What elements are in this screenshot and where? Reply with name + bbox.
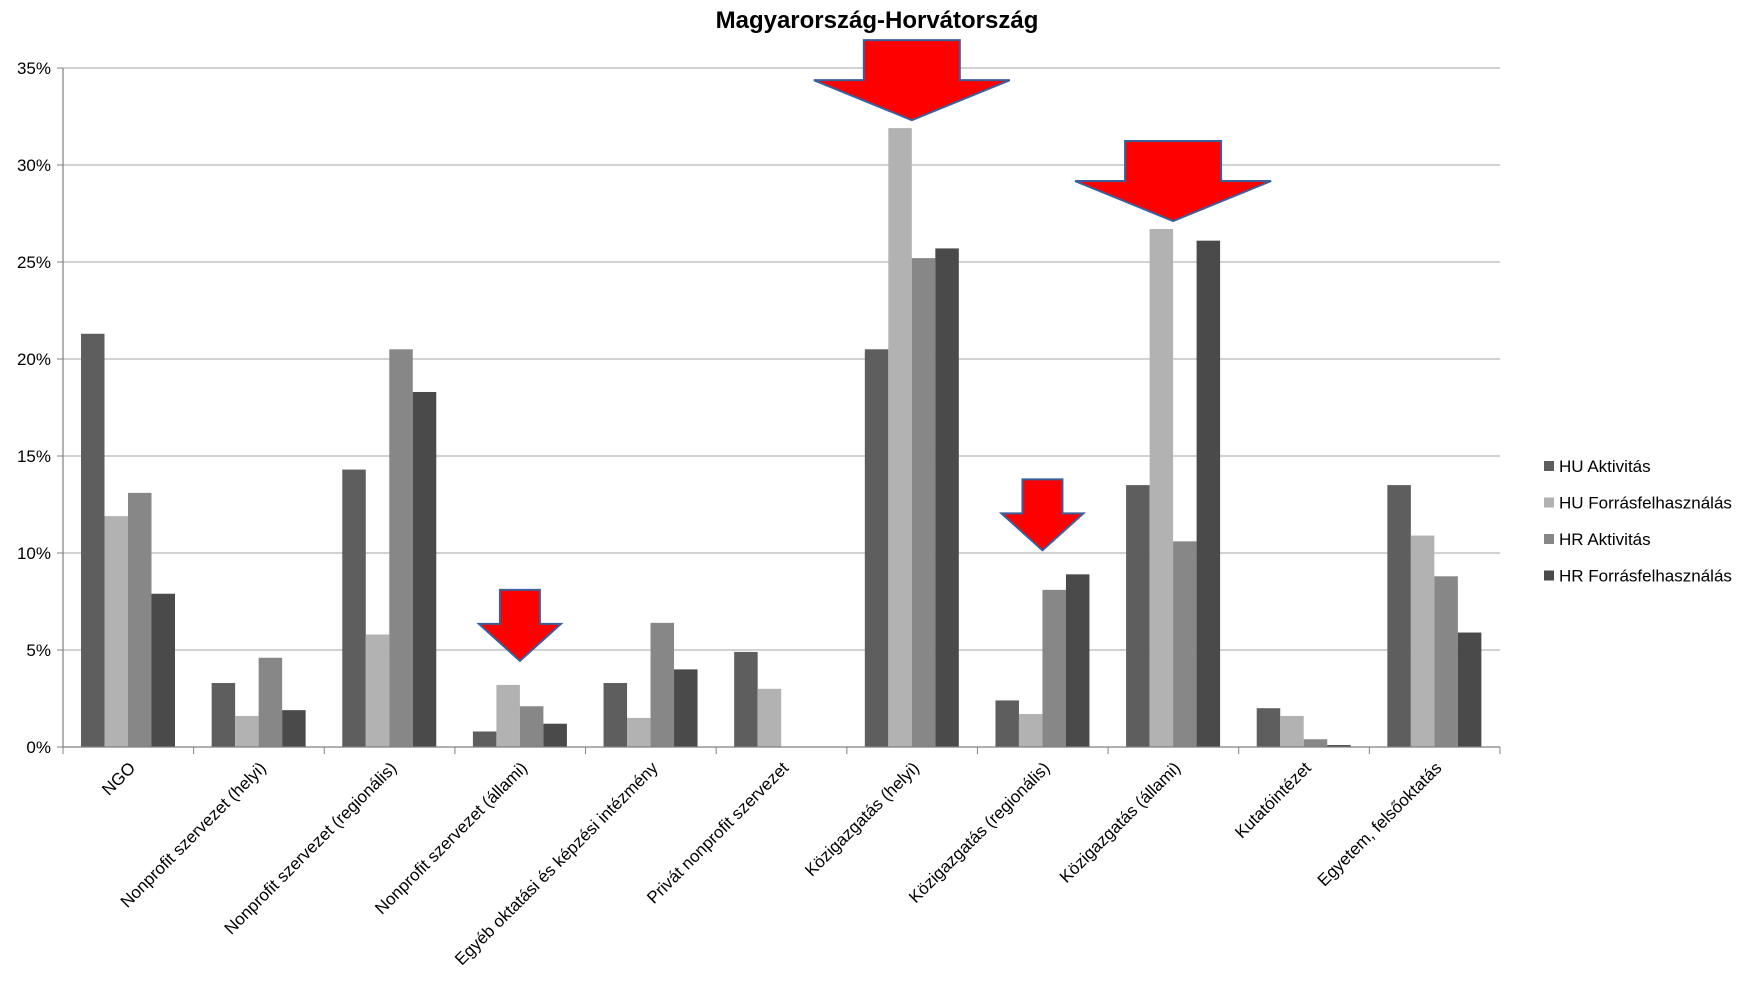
bar — [496, 684, 520, 747]
x-tick-label: Közigazgatás (regionális) — [905, 758, 1053, 906]
y-tick-label: 5% — [26, 641, 51, 660]
bar — [603, 682, 628, 747]
y-tick-label: 10% — [17, 544, 51, 563]
down-arrow-icon — [476, 588, 564, 663]
y-tick-label: 0% — [26, 738, 51, 757]
legend-swatch — [1544, 497, 1554, 508]
down-arrow-icon — [1074, 140, 1272, 223]
bar — [1280, 715, 1304, 747]
bar — [472, 731, 497, 747]
x-tick-label: NGO — [98, 758, 139, 799]
y-axis-ticks: 0% 5% 10% 15% 20% 25% 30% 35% — [17, 59, 63, 757]
bar — [888, 128, 912, 747]
legend-label: HR Forrásfelhasználás — [1559, 567, 1732, 586]
bar — [1196, 240, 1221, 747]
bar — [1434, 576, 1458, 747]
bar — [911, 258, 936, 747]
bar — [1126, 485, 1150, 747]
bar — [935, 248, 959, 748]
legend: HU Aktivitás HU Forrásfelhasználás HR Akti… — [1544, 457, 1732, 586]
bar — [1256, 708, 1281, 747]
bar — [412, 391, 437, 747]
x-tick-label: Egyetem, felsőoktatás — [1314, 758, 1446, 890]
legend-label: HU Aktivitás — [1559, 457, 1651, 476]
x-tick-label: Közigazgatás (helyi) — [801, 758, 923, 880]
legend-swatch — [1544, 570, 1554, 581]
y-tick-label: 35% — [17, 59, 51, 78]
bar — [674, 669, 698, 747]
bar — [151, 593, 175, 747]
axes — [62, 68, 1501, 754]
bar — [365, 634, 390, 747]
bar — [1065, 574, 1090, 747]
arrow-annotations — [476, 39, 1272, 663]
bar — [282, 710, 306, 747]
bar — [235, 715, 259, 747]
bar — [81, 333, 105, 747]
legend-label: HR Aktivitás — [1559, 530, 1651, 549]
down-arrow-icon — [813, 39, 1011, 122]
bar — [258, 657, 283, 747]
bar — [627, 717, 651, 747]
bar — [995, 700, 1019, 747]
bar — [1149, 229, 1174, 747]
gridlines — [63, 67, 1500, 651]
legend-label: HU Forrásfelhasználás — [1559, 494, 1732, 513]
bar — [864, 349, 889, 747]
x-tick-label: Nonprofit szervezet (állami) — [371, 758, 531, 918]
x-tick-label: Nonprofit szervezet (helyi) — [117, 758, 270, 911]
y-tick-label: 30% — [17, 156, 51, 175]
bar — [757, 688, 782, 747]
down-arrow-icon — [998, 478, 1087, 552]
bar — [1018, 714, 1043, 747]
bar — [104, 516, 128, 747]
legend-swatch — [1544, 534, 1554, 544]
legend-swatch — [1544, 461, 1554, 471]
bar — [1457, 632, 1482, 747]
chart-title: Magyarország-Horvátország — [716, 7, 1039, 34]
x-tick-label: Egyéb oktatási és képzési intézmény — [451, 758, 662, 969]
bar — [211, 682, 236, 747]
bars — [81, 128, 1482, 748]
bar — [1327, 745, 1351, 747]
x-tick-label: Közigazgatás (állami) — [1056, 758, 1184, 886]
y-tick-label: 20% — [17, 350, 51, 369]
bar — [342, 469, 366, 747]
bar — [734, 651, 758, 747]
bar — [1410, 535, 1435, 747]
bar — [519, 706, 544, 747]
bar — [1042, 589, 1066, 747]
x-tick-label: Privát nonprofit szervezet — [643, 758, 792, 907]
bar — [543, 723, 567, 747]
bar — [1303, 739, 1328, 747]
bar — [1387, 485, 1411, 747]
bar — [389, 349, 413, 747]
bar — [1173, 541, 1197, 747]
y-tick-label: 25% — [17, 253, 51, 272]
bar — [650, 622, 675, 747]
x-tick-label: Kutatóintézet — [1231, 758, 1315, 842]
bar — [128, 492, 152, 747]
y-tick-label: 15% — [17, 447, 51, 466]
